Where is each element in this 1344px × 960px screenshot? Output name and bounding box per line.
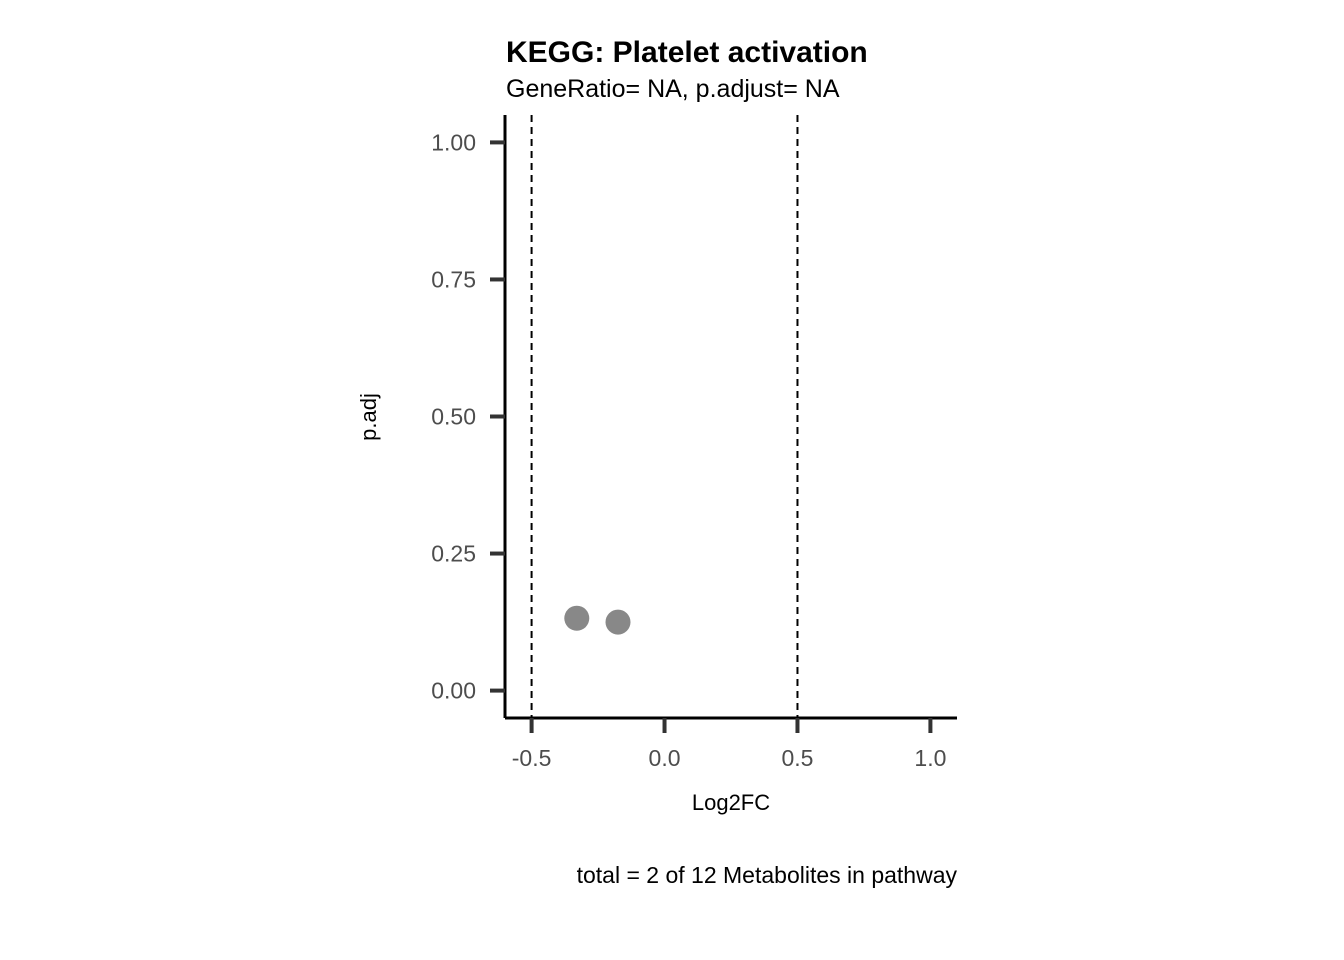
x-tick-label: -0.5 [512,745,552,771]
chart-caption: total = 2 of 12 Metabolites in pathway [577,862,958,888]
x-tick-label: 0.5 [781,745,813,771]
y-tick-label: 0.50 [431,404,476,430]
data-point [605,609,631,635]
x-axis-title: Log2FC [692,790,770,815]
y-tick-label: 0.75 [431,266,476,292]
y-tick-label: 1.00 [431,129,476,155]
x-axis-ticks: -0.5 0.0 0.5 1.0 [512,718,946,771]
y-axis-ticks: 0.00 0.25 0.50 0.75 1.00 [431,129,505,704]
x-tick-label: 0.0 [649,745,681,771]
chart-subtitle: GeneRatio= NA, p.adjust= NA [506,75,840,103]
data-point [564,605,590,631]
threshold-lines [530,115,799,718]
chart-title: KEGG: Platelet activation [506,36,868,69]
y-tick-label: 0.00 [431,678,476,704]
y-axis-title: p.adj [356,393,381,441]
x-tick-label: 1.0 [914,745,946,771]
y-tick-label: 0.25 [431,541,476,567]
data-points [564,605,631,635]
